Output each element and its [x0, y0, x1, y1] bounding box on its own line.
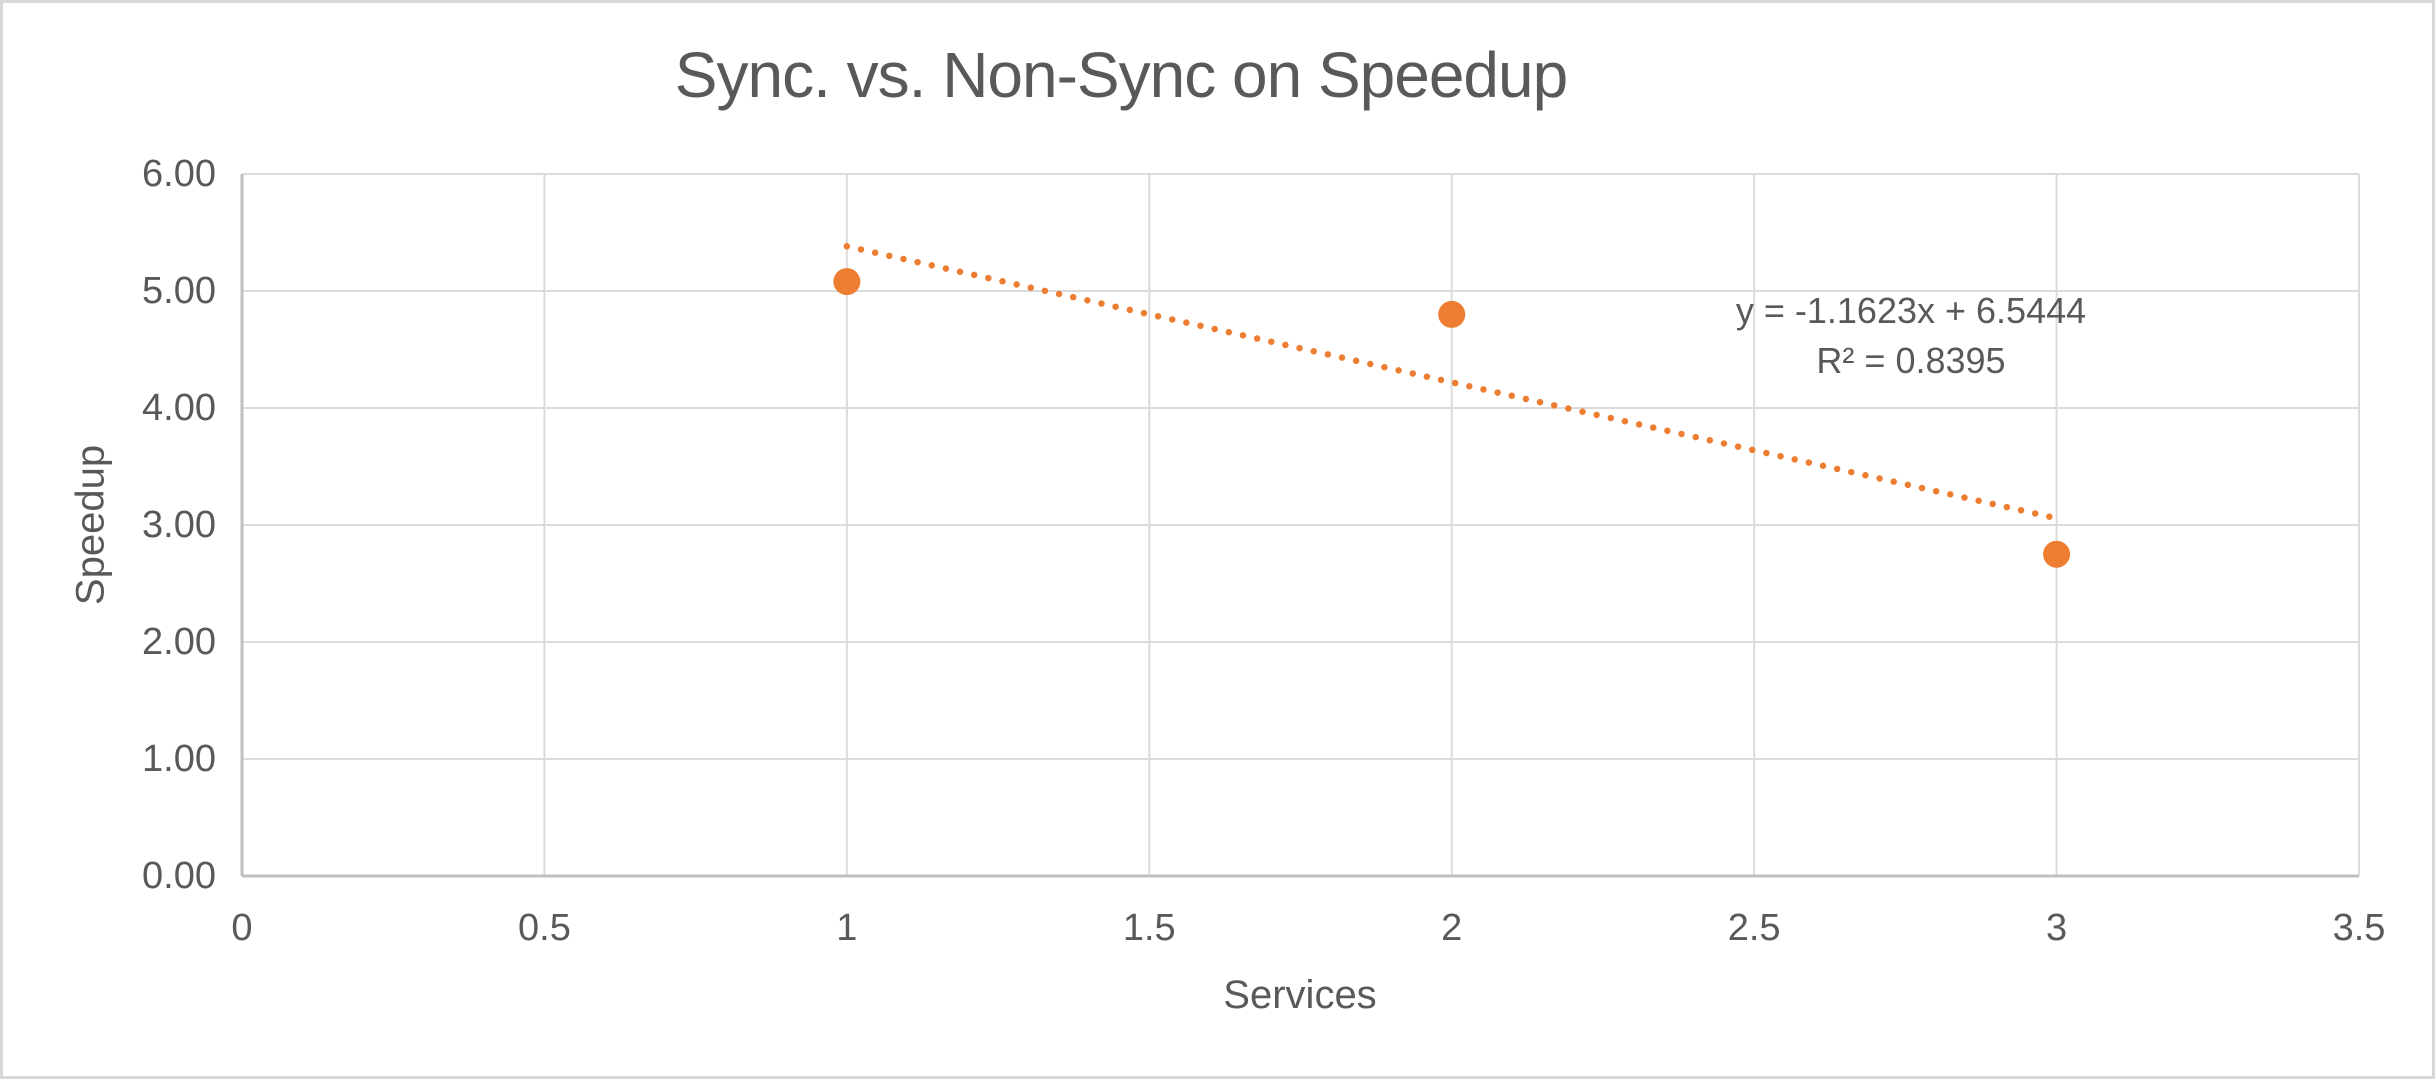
- x-tick-label: 0.5: [518, 907, 571, 949]
- y-axis-title: Speedup: [68, 444, 113, 606]
- x-tick-label: 3: [2045, 907, 2068, 949]
- x-tick-label: 2.5: [1727, 907, 1781, 949]
- x-tick-label: 3.5: [2332, 907, 2386, 949]
- y-tick-label: 1.00: [142, 738, 216, 780]
- chart-title: Sync. vs. Non-Sync on Speedup: [674, 39, 1568, 111]
- y-tick-label: 3.00: [142, 504, 216, 546]
- trendline-equation-label: y = -1.1623x + 6.5444: [1735, 290, 2087, 331]
- x-tick-label: 1.5: [1122, 907, 1176, 949]
- y-tick-label: 2.00: [142, 621, 216, 663]
- trendline-annotation: y = -1.1623x + 6.5444 R² = 0.8395: [1736, 286, 2086, 386]
- y-tick-label: 4.00: [142, 387, 216, 429]
- y-tick-label: 6.00: [142, 153, 216, 195]
- data-point: [1438, 300, 1466, 328]
- y-tick-label: 0.00: [142, 855, 216, 897]
- x-axis-title: Services: [1223, 973, 1377, 1017]
- x-tick-label: 0: [231, 907, 253, 949]
- data-point: [2043, 540, 2071, 568]
- y-tick-label: 5.00: [142, 270, 216, 312]
- data-point: [833, 268, 861, 296]
- r-squared-label: R² = 0.8395: [1816, 340, 2006, 381]
- x-tick-label: 2: [1441, 907, 1463, 949]
- plot-area-canvas: [240, 173, 2360, 878]
- x-tick-label: 1: [836, 907, 858, 949]
